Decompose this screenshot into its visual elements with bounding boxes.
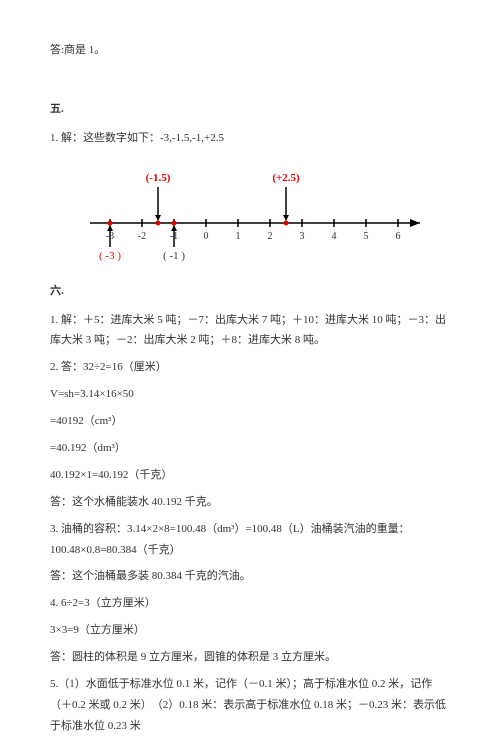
- svg-text:5: 5: [364, 231, 369, 242]
- section-6-line: 40.192×1=40.192（千克）: [50, 465, 450, 486]
- section-6-line: V=sh=3.14×16×50: [50, 384, 450, 405]
- section-6-body: 1. 解：＋5：进库大米 5 吨；－7：出库大米 7 吨；＋10：进库大米 10…: [50, 310, 450, 737]
- section-6-line: 答：这个水桶能装水 40.192 千克。: [50, 492, 450, 513]
- section-6-line: 4. 6÷2=3（立方厘米）: [50, 593, 450, 614]
- section-6-line: 5.（1）水面低于标准水位 0.1 米，记作（－0.1 米）；高于标准水位 0.…: [50, 674, 450, 737]
- svg-text:0: 0: [204, 231, 209, 242]
- svg-text:1: 1: [236, 231, 241, 242]
- section-6-line: =40.192（dm³）: [50, 438, 450, 459]
- number-line-diagram: -3-2-10123456( -3 )(-1.5)( -1 )(+2.5): [70, 163, 430, 263]
- svg-text:2: 2: [268, 231, 273, 242]
- section-6-title: 六.: [50, 281, 450, 302]
- section-6-line: 3. 油桶的容积：3.14×2×8=100.48（dm³）=100.48（L）油…: [50, 519, 450, 561]
- svg-text:6: 6: [396, 231, 401, 242]
- section-6-line: =40192（cm³）: [50, 411, 450, 432]
- section-5-title: 五.: [50, 99, 450, 120]
- svg-text:4: 4: [332, 231, 337, 242]
- section-6-line: 答：圆柱的体积是 9 立方厘米，圆锥的体积是 3 立方厘米。: [50, 647, 450, 668]
- top-answer: 答:商是 1。: [50, 40, 450, 61]
- section-6-line: 答：这个油桶最多装 80.384 千克的汽油。: [50, 566, 450, 587]
- section-5-q1: 1. 解：这些数字如下：-3,-1.5,-1,+2.5: [50, 128, 450, 149]
- section-6-line: 3×3=9（立方厘米）: [50, 620, 450, 641]
- section-6-line: 1. 解：＋5：进库大米 5 吨；－7：出库大米 7 吨；＋10：进库大米 10…: [50, 310, 450, 352]
- svg-text:(+2.5): (+2.5): [272, 172, 300, 184]
- svg-text:3: 3: [300, 231, 305, 242]
- svg-text:( -1 ): ( -1 ): [163, 250, 185, 262]
- svg-text:-2: -2: [138, 231, 146, 242]
- section-6-line: 2. 答：32÷2=16（厘米）: [50, 357, 450, 378]
- svg-text:( -3 ): ( -3 ): [99, 250, 121, 262]
- svg-text:(-1.5): (-1.5): [146, 172, 171, 184]
